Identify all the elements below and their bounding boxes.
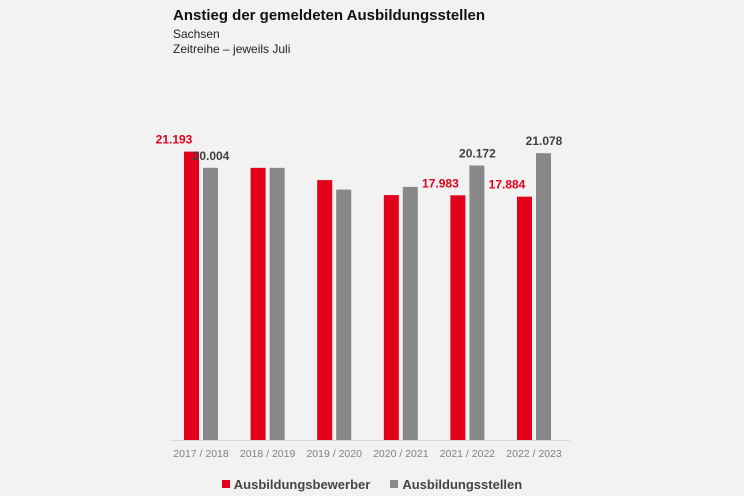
bar-stellen: [402, 186, 418, 440]
x-tick-label: 2022 / 2023: [506, 448, 562, 460]
legend: Ausbildungsbewerber Ausbildungsstellen: [0, 477, 744, 492]
data-label: 20.004: [193, 149, 230, 163]
x-tick-label: 2020 / 2021: [373, 448, 429, 460]
legend-swatch: [221, 480, 230, 488]
bar-chart: 2017 / 2018 2018 / 2019 2019 / 2020 2020 / …: [156, 133, 570, 460]
data-label: 17.983: [422, 176, 459, 190]
bar-stellen: [469, 165, 485, 440]
bar-bewerber: [250, 167, 266, 440]
x-tick-label: 2018 / 2019: [240, 448, 296, 460]
data-label: 17.884: [489, 178, 526, 192]
legend-swatch: [390, 480, 399, 488]
x-tick-label: 2019 / 2020: [306, 448, 362, 460]
chart-title: Anstieg der gemeldeten Ausbildungsstelle…: [173, 7, 485, 24]
bar-stellen: [269, 167, 285, 440]
bar-bewerber: [383, 195, 399, 440]
x-tick-label: 2021 / 2022: [440, 448, 496, 460]
data-label: 21.078: [526, 134, 563, 148]
legend-label: Ausbildungsbewerber: [233, 477, 371, 492]
data-label: 20.172: [459, 147, 496, 161]
chart-subtitle-region: Sachsen: [173, 27, 220, 41]
bar-stellen: [536, 153, 551, 440]
bar-bewerber: [450, 195, 466, 440]
bar-bewerber: [184, 151, 199, 440]
legend-item-bewerber: Ausbildungsbewerber: [221, 477, 371, 492]
chart-subtitle-period: Zeitreihe – jeweils Juli: [173, 42, 291, 56]
bar-stellen: [336, 189, 352, 440]
bar-stellen: [203, 167, 218, 440]
bar-bewerber: [317, 180, 333, 440]
bar-bewerber: [517, 196, 532, 440]
legend-item-stellen: Ausbildungsstellen: [390, 477, 522, 492]
x-tick-label: 2017 / 2018: [173, 448, 229, 460]
legend-label: Ausbildungsstellen: [402, 477, 523, 492]
data-label: 21.193: [156, 133, 193, 147]
